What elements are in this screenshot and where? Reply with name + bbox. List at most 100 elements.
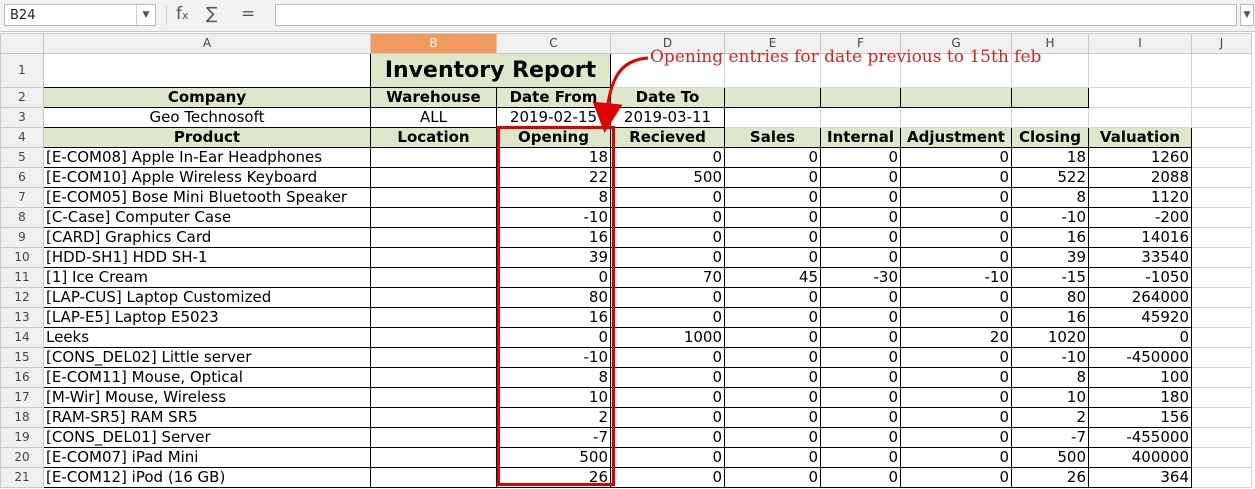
opening-cell[interactable]: 2 bbox=[496, 407, 611, 428]
expand-formula-bar-button[interactable]: ▼ bbox=[1240, 4, 1254, 26]
cell[interactable] bbox=[724, 107, 821, 128]
valuation-cell[interactable]: -455000 bbox=[1088, 427, 1192, 448]
row-header[interactable]: 18 bbox=[0, 407, 44, 428]
cell[interactable] bbox=[1191, 427, 1252, 448]
opening-cell[interactable]: 500 bbox=[496, 447, 611, 468]
location-cell[interactable] bbox=[370, 447, 497, 468]
sales-cell[interactable]: 0 bbox=[724, 367, 821, 388]
name-box[interactable]: B24 ▼ bbox=[4, 4, 156, 26]
received-cell[interactable]: 500 bbox=[610, 167, 725, 188]
date-from-value[interactable]: 2019-02-15 bbox=[496, 107, 611, 128]
row-header[interactable]: 20 bbox=[0, 447, 44, 468]
row-header[interactable]: 14 bbox=[0, 327, 44, 348]
received-header[interactable]: Recieved bbox=[610, 127, 725, 148]
adjustment-cell[interactable]: 0 bbox=[900, 407, 1012, 428]
closing-cell[interactable]: 18 bbox=[1011, 147, 1089, 168]
adjustment-cell[interactable]: 0 bbox=[900, 447, 1012, 468]
adjustment-cell[interactable]: 0 bbox=[900, 187, 1012, 208]
location-cell[interactable] bbox=[370, 467, 497, 488]
column-header-a[interactable]: A bbox=[43, 33, 371, 54]
row-header[interactable]: 6 bbox=[0, 167, 44, 188]
cell[interactable] bbox=[1088, 107, 1192, 128]
location-cell[interactable] bbox=[370, 407, 497, 428]
location-cell[interactable] bbox=[370, 347, 497, 368]
closing-cell[interactable]: -10 bbox=[1011, 347, 1089, 368]
row-header[interactable]: 16 bbox=[0, 367, 44, 388]
row-header[interactable]: 13 bbox=[0, 307, 44, 328]
closing-cell[interactable]: -10 bbox=[1011, 207, 1089, 228]
internal-cell[interactable]: 0 bbox=[820, 287, 901, 308]
location-cell[interactable] bbox=[370, 147, 497, 168]
opening-cell[interactable]: 39 bbox=[496, 247, 611, 268]
product-cell[interactable]: [LAP-E5] Laptop E5023 bbox=[43, 307, 371, 328]
row-header[interactable]: 17 bbox=[0, 387, 44, 408]
sales-cell[interactable]: 0 bbox=[724, 287, 821, 308]
cell[interactable] bbox=[900, 107, 1012, 128]
cell[interactable] bbox=[1191, 447, 1252, 468]
row-header[interactable]: 1 bbox=[0, 53, 44, 88]
company-value[interactable]: Geo Technosoft bbox=[43, 107, 371, 128]
formula-input[interactable] bbox=[275, 4, 1237, 26]
opening-cell[interactable]: 0 bbox=[496, 327, 611, 348]
valuation-cell[interactable]: 1260 bbox=[1088, 147, 1192, 168]
column-header-c[interactable]: C bbox=[496, 33, 611, 54]
cell[interactable] bbox=[1191, 407, 1252, 428]
valuation-cell[interactable]: 33540 bbox=[1088, 247, 1192, 268]
row-header[interactable]: 3 bbox=[0, 107, 44, 128]
received-cell[interactable]: 1000 bbox=[610, 327, 725, 348]
warehouse-header[interactable]: Warehouse bbox=[370, 87, 497, 108]
valuation-cell[interactable]: -1050 bbox=[1088, 267, 1192, 288]
cell[interactable] bbox=[1191, 87, 1252, 108]
date-from-header[interactable]: Date From bbox=[496, 87, 611, 108]
cell[interactable] bbox=[1191, 147, 1252, 168]
opening-cell[interactable]: -10 bbox=[496, 207, 611, 228]
adjustment-cell[interactable]: 0 bbox=[900, 367, 1012, 388]
location-cell[interactable] bbox=[370, 267, 497, 288]
closing-cell[interactable]: 16 bbox=[1011, 307, 1089, 328]
received-cell[interactable]: 0 bbox=[610, 387, 725, 408]
received-cell[interactable]: 0 bbox=[610, 147, 725, 168]
product-cell[interactable]: [E-COM10] Apple Wireless Keyboard bbox=[43, 167, 371, 188]
location-cell[interactable] bbox=[370, 227, 497, 248]
internal-cell[interactable]: 0 bbox=[820, 227, 901, 248]
adjustment-cell[interactable]: 20 bbox=[900, 327, 1012, 348]
cell[interactable] bbox=[1191, 367, 1252, 388]
adjustment-cell[interactable]: 0 bbox=[900, 307, 1012, 328]
adjustment-cell[interactable]: 0 bbox=[900, 387, 1012, 408]
cell[interactable] bbox=[1191, 327, 1252, 348]
date-to-header[interactable]: Date To bbox=[610, 87, 725, 108]
sum-icon[interactable]: ∑ bbox=[206, 4, 218, 24]
location-cell[interactable] bbox=[370, 387, 497, 408]
column-header-i[interactable]: I bbox=[1088, 33, 1192, 54]
opening-cell[interactable]: 22 bbox=[496, 167, 611, 188]
date-to-value[interactable]: 2019-03-11 bbox=[610, 107, 725, 128]
internal-header[interactable]: Internal bbox=[820, 127, 901, 148]
opening-header[interactable]: Opening bbox=[496, 127, 611, 148]
cell[interactable] bbox=[724, 87, 821, 108]
opening-cell[interactable]: 10 bbox=[496, 387, 611, 408]
sales-cell[interactable]: 0 bbox=[724, 467, 821, 488]
row-header[interactable]: 9 bbox=[0, 227, 44, 248]
product-cell[interactable]: [CARD] Graphics Card bbox=[43, 227, 371, 248]
cell[interactable] bbox=[1191, 467, 1252, 488]
received-cell[interactable]: 0 bbox=[610, 227, 725, 248]
product-cell[interactable]: [E-COM11] Mouse, Optical bbox=[43, 367, 371, 388]
cell[interactable] bbox=[1191, 287, 1252, 308]
sales-header[interactable]: Sales bbox=[724, 127, 821, 148]
internal-cell[interactable]: 0 bbox=[820, 307, 901, 328]
cell[interactable] bbox=[900, 87, 1012, 108]
company-header[interactable]: Company bbox=[43, 87, 371, 108]
cell[interactable] bbox=[820, 107, 901, 128]
chevron-down-icon[interactable]: ▼ bbox=[136, 5, 155, 25]
closing-cell[interactable]: 8 bbox=[1011, 367, 1089, 388]
cell[interactable] bbox=[1191, 247, 1252, 268]
product-cell[interactable]: [E-COM05] Bose Mini Bluetooth Speaker bbox=[43, 187, 371, 208]
adjustment-cell[interactable]: 0 bbox=[900, 287, 1012, 308]
adjustment-cell[interactable]: -10 bbox=[900, 267, 1012, 288]
adjustment-cell[interactable]: 0 bbox=[900, 247, 1012, 268]
internal-cell[interactable]: 0 bbox=[820, 187, 901, 208]
product-cell[interactable]: [CONS_DEL01] Server bbox=[43, 427, 371, 448]
warehouse-value[interactable]: ALL bbox=[370, 107, 497, 128]
valuation-cell[interactable]: 264000 bbox=[1088, 287, 1192, 308]
received-cell[interactable]: 0 bbox=[610, 287, 725, 308]
